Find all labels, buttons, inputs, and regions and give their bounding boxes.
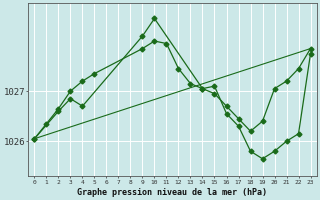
X-axis label: Graphe pression niveau de la mer (hPa): Graphe pression niveau de la mer (hPa) [77,188,268,197]
